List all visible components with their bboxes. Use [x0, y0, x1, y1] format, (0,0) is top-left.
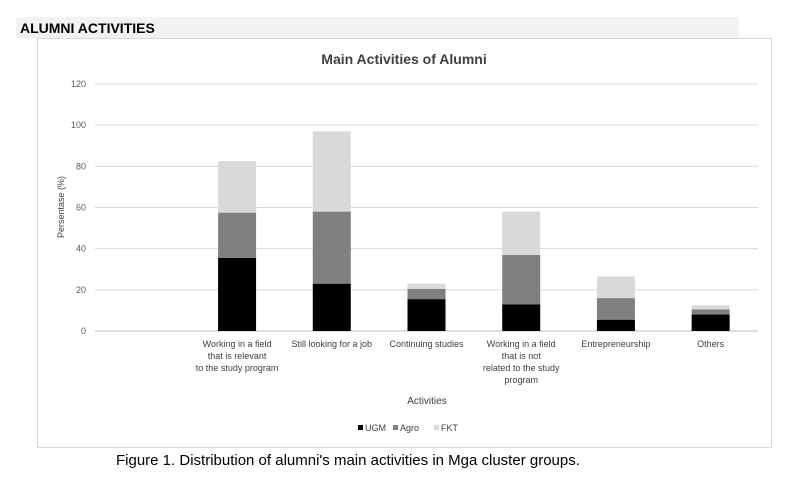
bar-segment-agro: [691, 309, 730, 315]
y-tick-label: 60: [76, 203, 86, 213]
bar-segment-ugm: [502, 304, 541, 331]
y-tick-label: 20: [76, 285, 86, 295]
bar-segment-ugm: [407, 299, 446, 331]
y-axis-label: Persentase (%): [56, 176, 66, 238]
x-tick-label: Continuing studies: [389, 339, 464, 349]
chart-title: Main Activities of Alumni: [321, 51, 486, 67]
y-tick-label: 100: [71, 120, 86, 130]
bar-segment-fkt: [218, 161, 257, 213]
bar-segment-agro: [218, 212, 257, 258]
x-axis-ticks: Working in a field that is relevant to the…: [196, 339, 725, 385]
x-tick-label: Still looking for a job: [292, 339, 373, 349]
y-tick-label: 80: [76, 161, 86, 171]
bar-segment-fkt: [691, 305, 730, 310]
bar-segment-fkt: [596, 276, 635, 299]
y-tick-label: 40: [76, 244, 86, 254]
bar-segment-fkt: [312, 131, 351, 212]
bar-segment-ugm: [218, 257, 257, 331]
section-header: ALUMNI ACTIVITIES: [16, 17, 739, 38]
x-tick-label: Working in a field that is not related to …: [483, 339, 560, 385]
y-tick-label: 120: [71, 79, 86, 89]
y-axis-ticks: 0 20 40 60 80 100 120: [71, 79, 86, 336]
x-tick-label: Entrepreneurship: [581, 339, 650, 349]
legend: UGM Agro FKT: [358, 423, 459, 433]
bar-segment-agro: [312, 211, 351, 284]
bar-segment-ugm: [691, 314, 730, 331]
legend-swatch-ugm: [358, 425, 363, 430]
legend-label: UGM: [365, 423, 386, 433]
legend-swatch-fkt: [434, 425, 439, 430]
bar-segment-ugm: [596, 319, 635, 331]
legend-label: Agro: [400, 423, 419, 433]
gridlines: [95, 83, 758, 332]
figure-caption: Figure 1. Distribution of alumni's main …: [116, 452, 580, 469]
bar-segment-fkt: [407, 283, 446, 289]
legend-label: FKT: [441, 423, 459, 433]
bar-segment-agro: [407, 288, 446, 300]
x-tick-label: Working in a field that is relevant to the…: [196, 339, 279, 373]
bar-segment-ugm: [312, 283, 351, 331]
bar-segment-agro: [502, 254, 541, 305]
chart-frame: [37, 38, 772, 448]
legend-swatch-agro: [393, 425, 398, 430]
section-title: ALUMNI ACTIVITIES: [20, 20, 155, 36]
y-tick-label: 0: [81, 326, 86, 336]
bars: [218, 131, 730, 331]
x-tick-label: Others: [697, 339, 725, 349]
bar-segment-agro: [596, 298, 635, 320]
x-axis-label: Activities: [407, 396, 446, 407]
bar-segment-fkt: [502, 211, 541, 255]
